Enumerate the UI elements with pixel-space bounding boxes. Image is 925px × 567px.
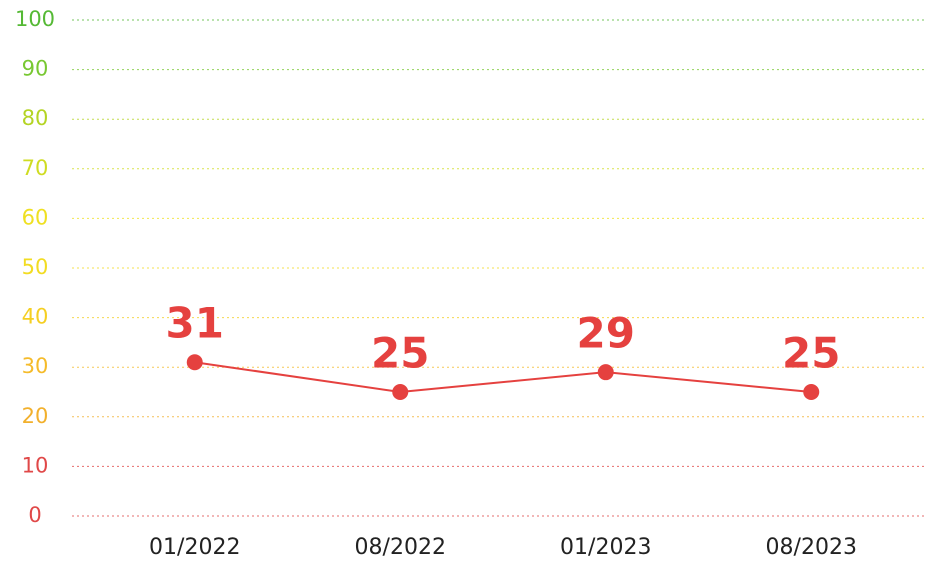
y-tick-label: 100 [15,7,55,31]
x-tick-label: 01/2022 [149,535,240,560]
data-label: 29 [577,309,635,358]
y-tick-label: 50 [22,255,49,279]
y-tick-label: 40 [22,305,49,329]
y-tick-label: 30 [22,354,49,378]
point [186,354,203,371]
y-tick-label: 10 [22,453,49,477]
x-tick-label: 08/2022 [355,535,446,560]
point [597,364,614,381]
y-tick-label: 80 [22,106,49,130]
y-tick-label: 70 [22,156,49,180]
point [392,384,409,400]
data-label: 25 [782,329,840,378]
y-tick-label: 20 [22,404,49,428]
data-label: 31 [166,299,224,348]
point [803,384,820,400]
x-tick-label: 08/2023 [766,535,857,560]
y-tick-label: 90 [22,57,49,81]
line [194,361,812,394]
data-label: 25 [371,329,429,378]
x-tick-label: 01/2023 [560,535,651,560]
y-tick-label: 60 [22,205,49,229]
y-tick-label: 0 [28,503,41,527]
